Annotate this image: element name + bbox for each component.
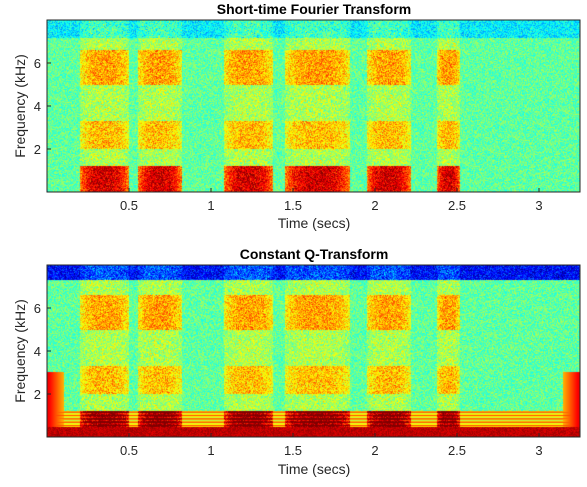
stft-title: Short-time Fourier Transform — [217, 1, 411, 17]
stft-x-tick-label: 1.5 — [284, 198, 302, 213]
stft-spectrogram — [47, 20, 580, 192]
cqt-y-tick-label: 2 — [34, 387, 41, 402]
stft-y-axis-label: Frequency (kHz) — [12, 54, 28, 157]
cqt-y-tick-label: 6 — [34, 301, 41, 316]
stft-x-tick-label: 1 — [207, 198, 214, 213]
stft-plot-area — [47, 20, 580, 192]
stft-x-tick-label: 2 — [371, 198, 378, 213]
cqt-panel: Constant Q-Transform 0.5 1 1.5 2 2.5 3 2 4 6 Ti… — [12, 246, 580, 477]
cqt-title: Constant Q-Transform — [240, 246, 389, 262]
stft-x-tick-label: 3 — [535, 198, 542, 213]
cqt-x-tick-label: 2 — [371, 443, 378, 458]
stft-x-axis-label: Time (secs) — [278, 215, 351, 231]
cqt-y-axis-label: Frequency (kHz) — [12, 299, 28, 402]
cqt-y-tick-label: 4 — [34, 344, 41, 359]
stft-y-tick-label: 2 — [34, 142, 41, 157]
cqt-x-tick-label: 3 — [535, 443, 542, 458]
stft-x-tick-label: 0.5 — [120, 198, 138, 213]
stft-y-tick-label: 6 — [34, 56, 41, 71]
cqt-x-tick-label: 2.5 — [448, 443, 466, 458]
cqt-x-axis-label: Time (secs) — [278, 461, 351, 477]
cqt-plot-area — [47, 265, 580, 437]
stft-x-tick-label: 2.5 — [448, 198, 466, 213]
stft-panel: Short-time Fourier Transform 0.5 1 1.5 2 2.5… — [12, 1, 580, 231]
cqt-x-tick-label: 1 — [207, 443, 214, 458]
stft-y-tick-label: 4 — [34, 99, 41, 114]
cqt-x-tick-label: 0.5 — [120, 443, 138, 458]
cqt-spectrogram — [47, 265, 580, 437]
cqt-x-tick-label: 1.5 — [284, 443, 302, 458]
